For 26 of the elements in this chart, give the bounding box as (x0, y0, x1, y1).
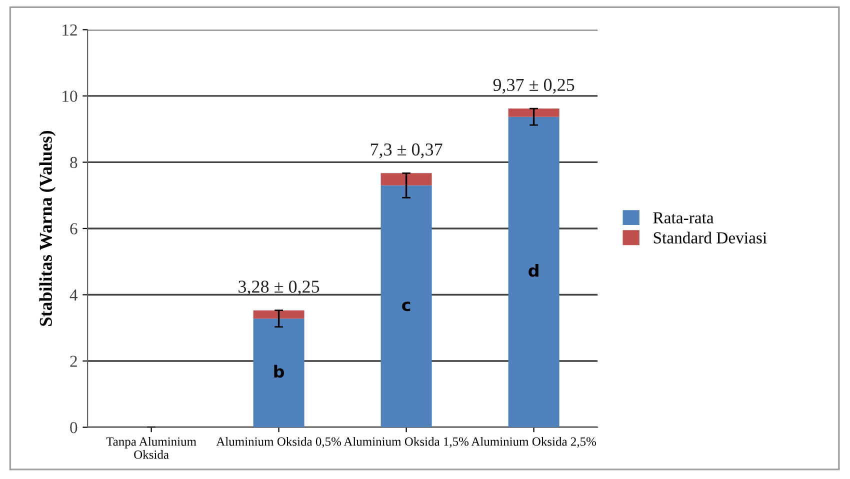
y-tick-label: 0 (70, 422, 78, 434)
bar (380, 185, 432, 428)
x-tick-label: Aluminium Oksida 0,5% (216, 436, 342, 448)
annotation: 3,28 ± 0,25 (238, 280, 320, 296)
y-tick-label: 8 (70, 156, 78, 168)
bar (253, 310, 304, 319)
x-tick-label: Tanpa Aluminium Oksida (106, 436, 196, 459)
annotation: 7,3 ± 0,37 (370, 143, 442, 158)
bar (508, 116, 560, 428)
bar (508, 108, 560, 117)
bar (253, 318, 304, 428)
data-label: d (528, 264, 538, 277)
y-tick-label: 2 (70, 356, 77, 367)
bar (380, 173, 432, 186)
data-label: b (274, 364, 284, 378)
legend-label: Standard Deviasi (654, 232, 767, 244)
y-tick-label: 4 (70, 290, 78, 301)
annotation: 9,37 ± 0,25 (493, 78, 574, 94)
y-tick-label: 12 (62, 24, 77, 36)
y-tick-label: 10 (62, 90, 78, 102)
data-label: c (402, 302, 410, 312)
legend-label: Rata-rata (653, 212, 714, 224)
x-tick-label: Aluminium Oksida 1,5% (344, 436, 469, 448)
y-axis-title: Stabilitas Warna (Values) (39, 130, 56, 326)
x-tick-label: Aluminium Oksida 2,5% (471, 436, 596, 448)
y-tick-label: 6 (70, 223, 78, 234)
